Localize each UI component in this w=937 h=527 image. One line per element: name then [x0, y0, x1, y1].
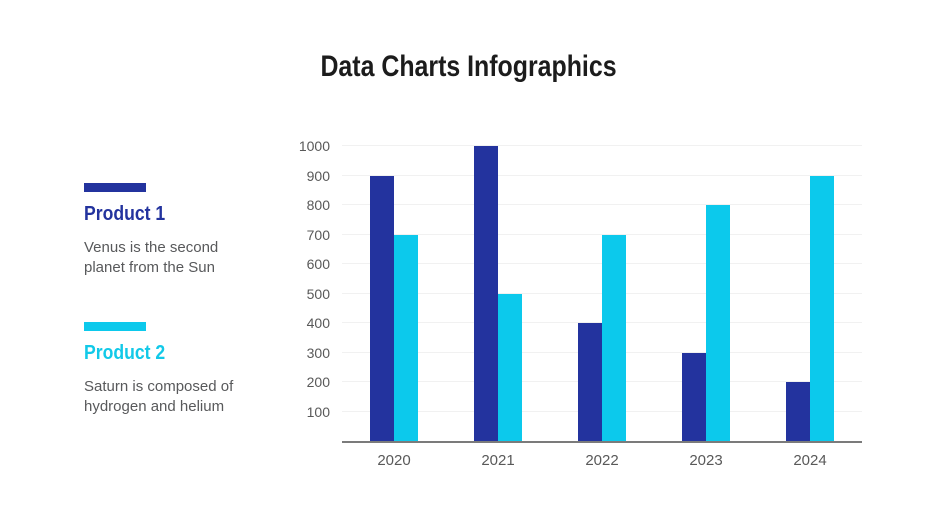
bar-product-1 [370, 175, 394, 441]
legend-label-product-2: Product 2 [84, 342, 166, 364]
grid-line [342, 174, 862, 176]
legend-item-product-1: Product 1 Venus is the second planet fro… [84, 183, 264, 278]
y-tick-label: 600 [306, 256, 330, 272]
bar-product-2 [706, 205, 730, 441]
y-axis-labels: 100 200 300 400 500 600 700 800 900 1000 [250, 138, 330, 441]
bar-group [342, 146, 446, 441]
bar-product-1 [578, 323, 602, 441]
legend-swatch-product-2 [84, 322, 146, 331]
x-axis-line [342, 441, 862, 443]
x-axis-labels: 2020 2021 2022 2023 2024 [342, 452, 862, 469]
grid-line [342, 204, 862, 205]
bar-product-2 [498, 293, 522, 441]
bar-group [550, 146, 654, 441]
bar-group [758, 146, 862, 441]
y-tick-label: 100 [306, 403, 330, 420]
bar-group [654, 146, 758, 441]
legend-description-product-2: Saturn is composed of hydrogen and heliu… [84, 378, 234, 415]
slide-title: Data Charts Infographics [320, 50, 617, 83]
legend-description-product-1: Venus is the second planet from the Sun [84, 239, 219, 276]
bar-product-1 [786, 382, 810, 441]
bar-groups [342, 146, 862, 441]
y-tick-label: 900 [306, 167, 330, 184]
bar-group [446, 146, 550, 441]
x-tick-label: 2023 [689, 452, 723, 469]
bar-product-1 [474, 146, 498, 441]
y-tick-label: 1000 [298, 138, 330, 154]
y-tick-label: 200 [306, 374, 330, 390]
legend-swatch-product-1 [84, 183, 146, 192]
y-tick-label: 400 [306, 315, 330, 331]
bar-product-2 [394, 234, 418, 441]
y-tick-label: 800 [306, 197, 330, 213]
bar-product-2 [810, 175, 834, 441]
grid-line [342, 233, 862, 235]
y-tick-label: 700 [306, 226, 330, 243]
x-tick-label: 2024 [793, 452, 827, 469]
y-tick-label: 500 [306, 285, 330, 302]
legend-label-product-1: Product 1 [84, 203, 166, 225]
x-tick-label: 2021 [481, 452, 515, 469]
x-tick-label: 2022 [585, 452, 619, 469]
bar-product-2 [602, 234, 626, 441]
chart-plot [342, 145, 862, 443]
grid-line [342, 145, 862, 146]
legend-item-product-2: Product 2 Saturn is composed of hydrogen… [84, 322, 264, 417]
x-tick-label: 2020 [377, 452, 411, 469]
bar-product-1 [682, 352, 706, 441]
y-tick-label: 300 [306, 344, 330, 361]
